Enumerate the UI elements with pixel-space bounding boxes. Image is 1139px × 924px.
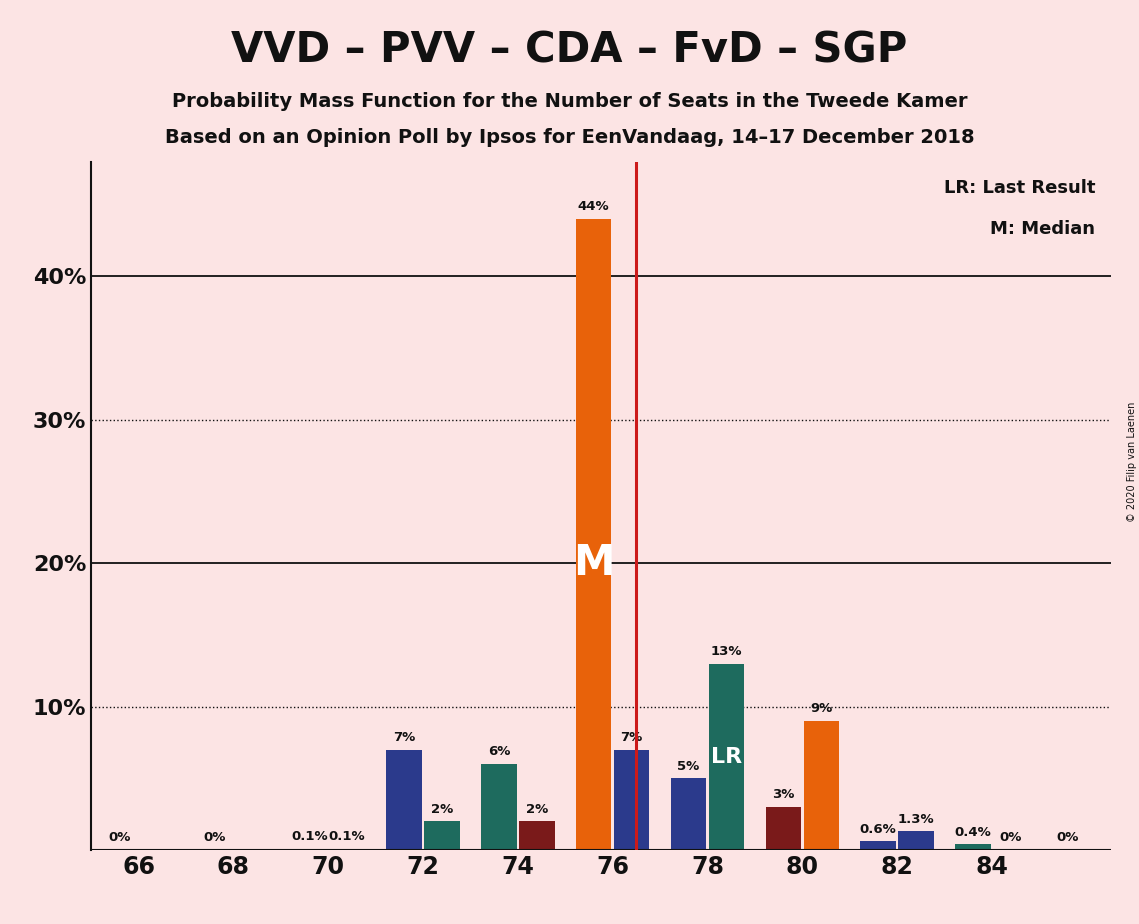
Text: 7%: 7% [393, 731, 416, 744]
Text: 44%: 44% [577, 201, 609, 213]
Text: 0.1%: 0.1% [329, 830, 366, 843]
Text: Probability Mass Function for the Number of Seats in the Tweede Kamer: Probability Mass Function for the Number… [172, 92, 967, 112]
Bar [899, 832, 934, 850]
Text: 0.4%: 0.4% [954, 826, 991, 839]
Text: 0%: 0% [1000, 832, 1022, 845]
Text: LR: Last Result: LR: Last Result [944, 179, 1096, 197]
Text: 6%: 6% [487, 746, 510, 759]
Text: M: Median: M: Median [990, 220, 1096, 238]
Text: M: M [573, 542, 614, 584]
Text: 2%: 2% [431, 803, 453, 816]
Text: 0%: 0% [203, 832, 226, 845]
Text: 0.6%: 0.6% [860, 822, 896, 835]
Bar [860, 842, 896, 850]
Text: VVD – PVV – CDA – FvD – SGP: VVD – PVV – CDA – FvD – SGP [231, 30, 908, 71]
Text: 13%: 13% [711, 645, 743, 658]
Text: 7%: 7% [621, 731, 642, 744]
Text: Based on an Opinion Poll by Ipsos for EenVandaag, 14–17 December 2018: Based on an Opinion Poll by Ipsos for Ee… [165, 128, 974, 147]
Bar [424, 821, 460, 850]
Text: 2%: 2% [526, 803, 548, 816]
Text: 9%: 9% [810, 702, 833, 715]
Bar [614, 749, 649, 850]
Text: 0.1%: 0.1% [290, 830, 328, 843]
Bar [708, 663, 744, 850]
Text: 1.3%: 1.3% [898, 813, 934, 826]
Text: LR: LR [711, 747, 741, 767]
Text: 3%: 3% [772, 788, 795, 801]
Text: 5%: 5% [678, 760, 699, 772]
Text: 0%: 0% [108, 832, 131, 845]
Bar [386, 749, 421, 850]
Bar [765, 807, 801, 850]
Bar [329, 848, 364, 850]
Bar [519, 821, 555, 850]
Bar [481, 764, 517, 850]
Bar [803, 721, 839, 850]
Bar [956, 845, 991, 850]
Bar [576, 219, 612, 850]
Text: 0%: 0% [1057, 832, 1079, 845]
Text: © 2020 Filip van Laenen: © 2020 Filip van Laenen [1126, 402, 1137, 522]
Bar [671, 778, 706, 850]
Bar [292, 848, 327, 850]
